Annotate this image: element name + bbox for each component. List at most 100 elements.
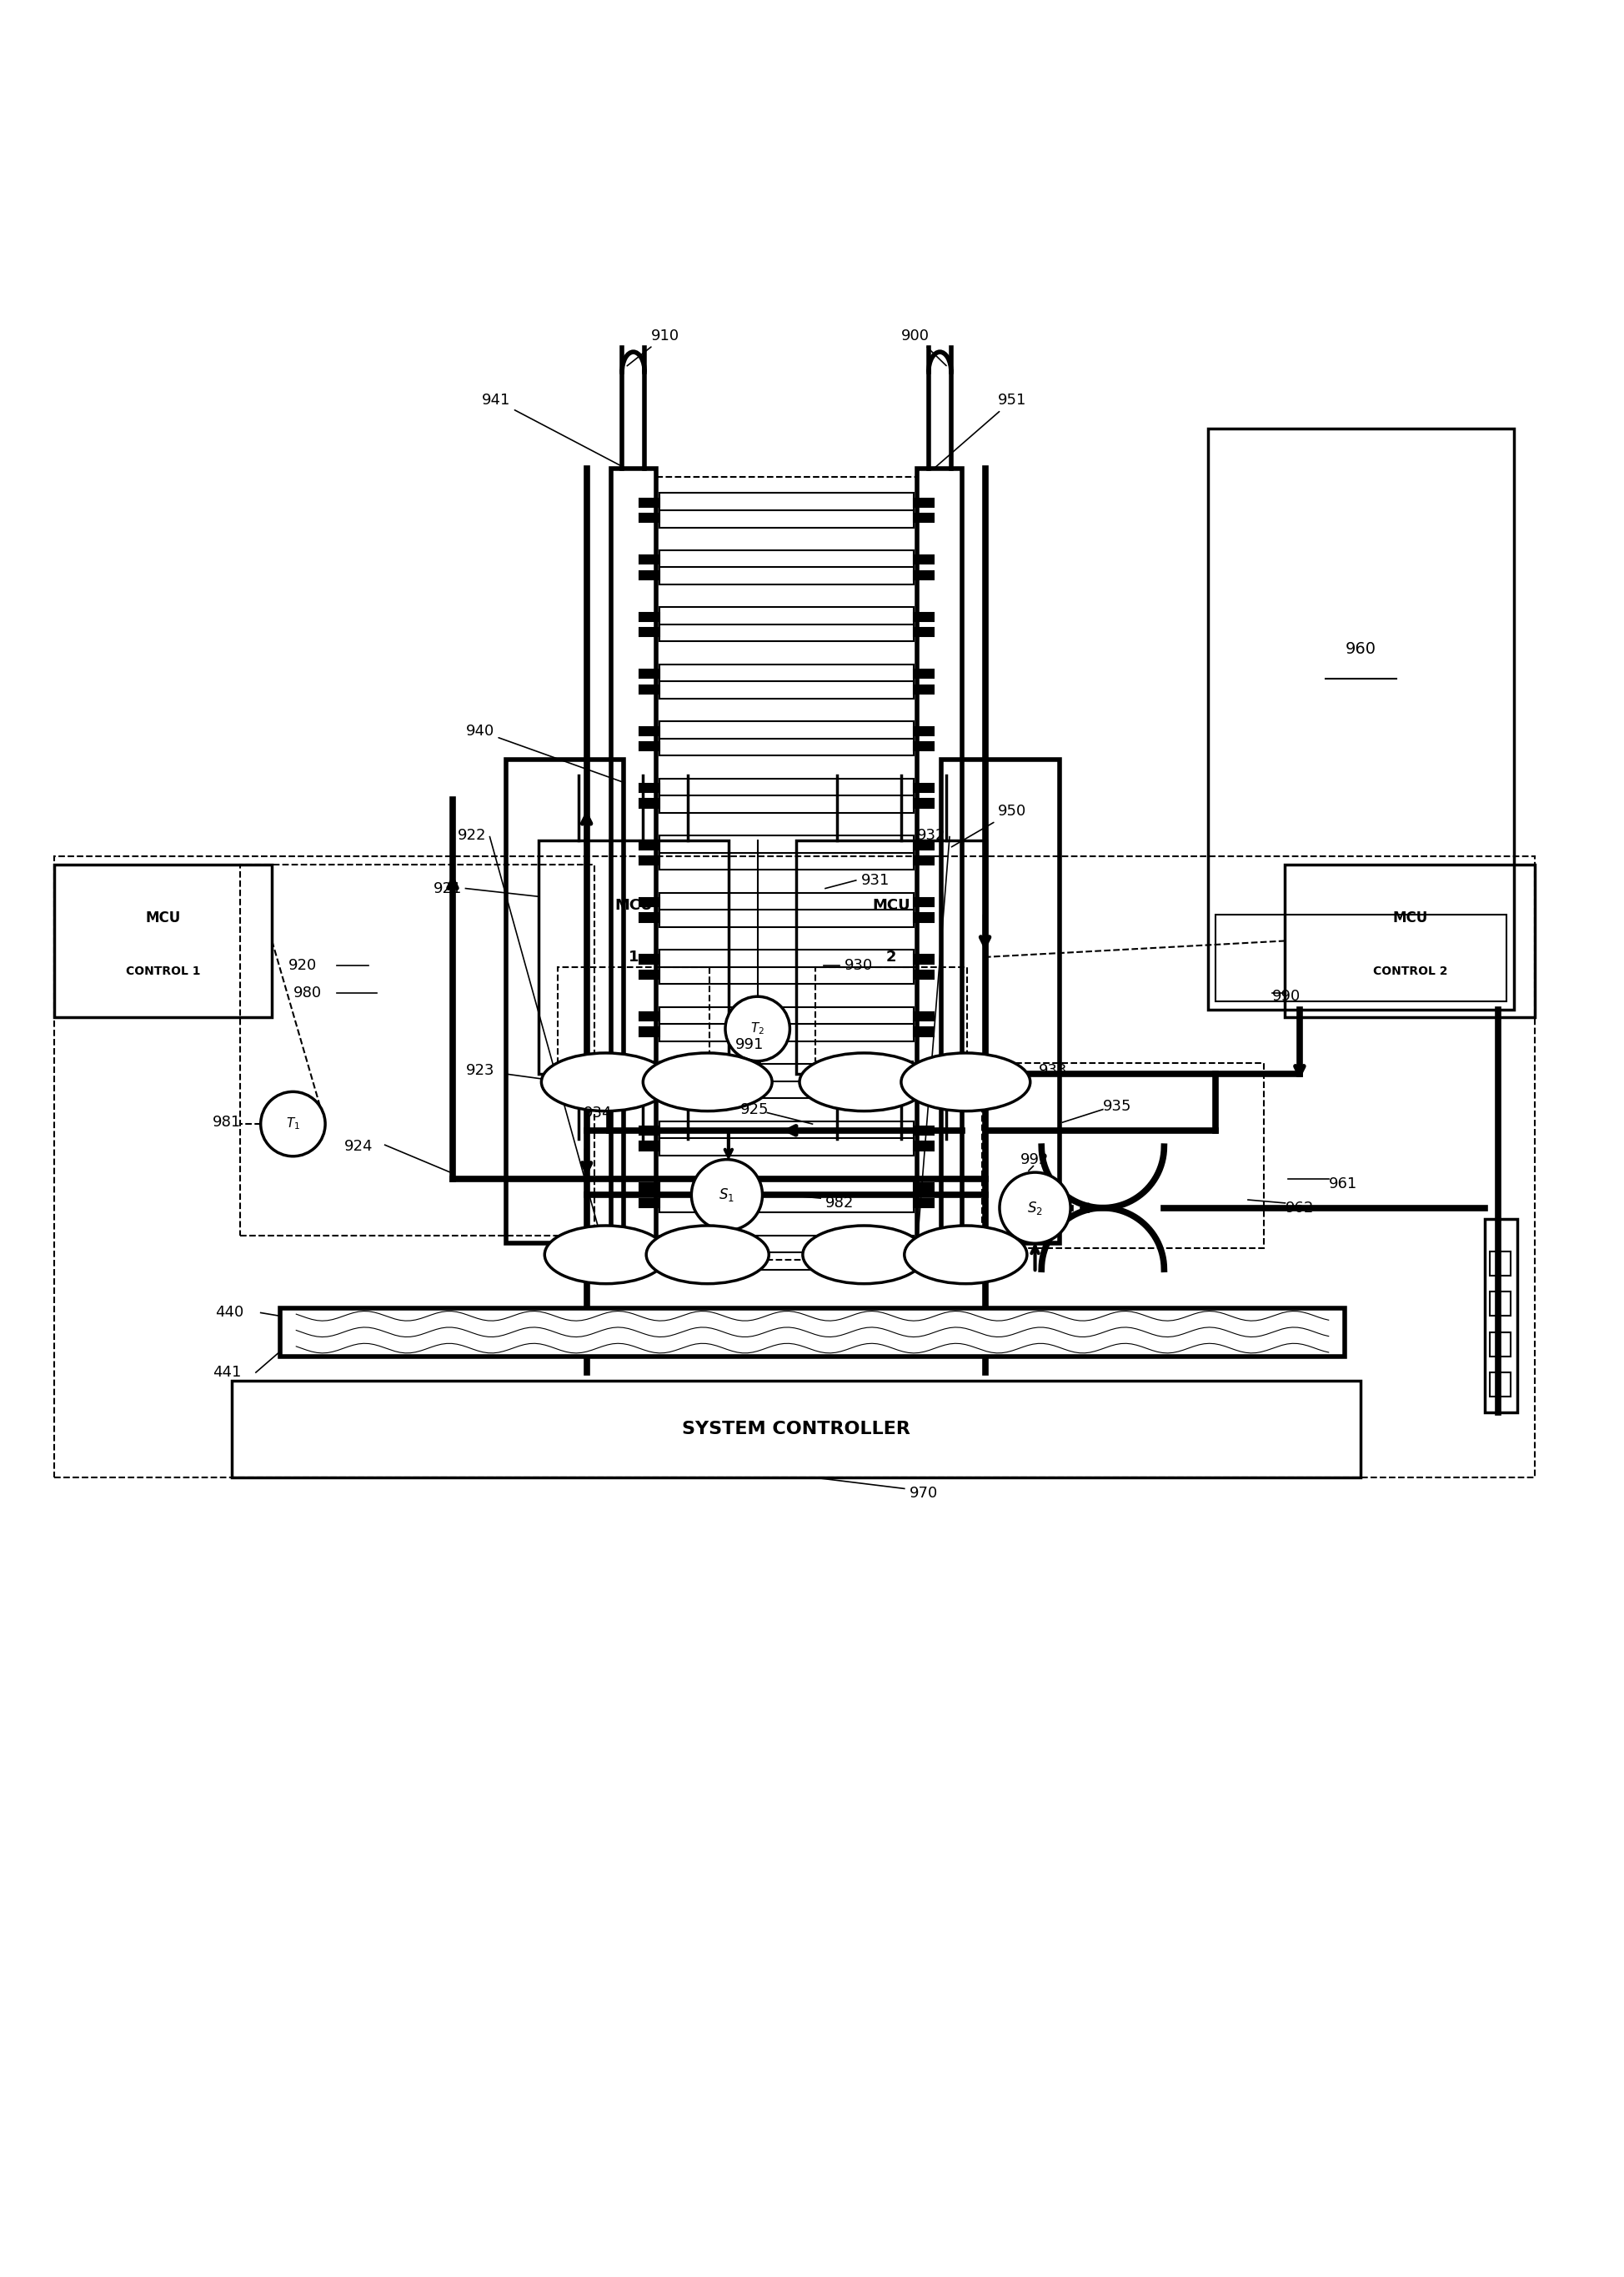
Text: 910: 910 [627, 328, 679, 367]
Text: 940: 940 [466, 724, 624, 783]
Text: 925: 925 [739, 1102, 768, 1118]
Text: 2: 2 [885, 950, 896, 965]
Bar [640, 556, 659, 565]
Text: 960: 960 [1345, 642, 1376, 658]
Bar [914, 783, 932, 792]
Bar [914, 572, 932, 578]
Bar [640, 669, 659, 679]
Text: 441: 441 [213, 1364, 240, 1380]
Bar [659, 1120, 914, 1154]
Text: 950: 950 [952, 804, 1026, 847]
Bar [659, 1006, 914, 1041]
Text: 962: 962 [1285, 1200, 1314, 1216]
Text: 924: 924 [344, 1138, 374, 1154]
Bar [640, 783, 659, 792]
Bar [640, 1141, 659, 1150]
Text: 440: 440 [216, 1305, 244, 1321]
Bar [659, 722, 914, 756]
Text: 932: 932 [918, 827, 945, 842]
Bar [640, 1241, 659, 1250]
Text: 922: 922 [458, 827, 486, 842]
Text: 961: 961 [1328, 1177, 1356, 1191]
Ellipse shape [802, 1225, 926, 1284]
Text: 980: 980 [292, 986, 322, 1002]
Bar [640, 628, 659, 638]
Text: 935: 935 [1103, 1100, 1130, 1113]
Bar [640, 1011, 659, 1020]
Bar [640, 1257, 659, 1264]
Text: 920: 920 [287, 959, 317, 972]
Bar [914, 628, 932, 638]
Bar [640, 799, 659, 808]
Bar [914, 515, 932, 521]
Bar [659, 779, 914, 813]
Bar [815, 968, 966, 1061]
Bar [1285, 865, 1535, 1018]
Text: 970: 970 [909, 1487, 937, 1501]
Text: $S_1$: $S_1$ [719, 1186, 734, 1202]
Text: MCU: MCU [1392, 911, 1427, 924]
Ellipse shape [544, 1225, 667, 1284]
Circle shape [260, 1091, 325, 1157]
Text: 930: 930 [844, 959, 872, 972]
Bar [1489, 1291, 1510, 1316]
Bar [640, 726, 659, 735]
Bar [659, 893, 914, 927]
Bar [659, 608, 914, 642]
Bar [659, 1236, 914, 1271]
Bar [640, 970, 659, 979]
Text: 934: 934 [583, 1104, 612, 1120]
Bar [914, 1141, 932, 1150]
Text: MCU: MCU [146, 911, 180, 924]
Bar [538, 840, 728, 1075]
Ellipse shape [541, 1052, 671, 1111]
Bar [1484, 1218, 1517, 1412]
Bar [659, 836, 914, 870]
Bar [640, 954, 659, 963]
Bar [640, 1084, 659, 1093]
Text: 931: 931 [861, 872, 888, 888]
Bar [659, 665, 914, 699]
Circle shape [999, 1173, 1070, 1243]
Bar [914, 742, 932, 751]
Bar [640, 1027, 659, 1036]
Text: 900: 900 [901, 328, 945, 367]
Text: $T_1$: $T_1$ [286, 1116, 300, 1132]
Bar [640, 1070, 659, 1077]
Bar [914, 799, 932, 808]
Ellipse shape [799, 1052, 927, 1111]
Bar [505, 758, 624, 1243]
Bar [640, 499, 659, 508]
Bar [656, 476, 918, 1259]
Bar [914, 1027, 932, 1036]
Text: 921: 921 [434, 881, 461, 895]
Circle shape [724, 997, 789, 1061]
Bar [914, 856, 932, 865]
Text: 991: 991 [734, 1038, 763, 1052]
Bar [640, 1184, 659, 1191]
Bar [659, 1177, 914, 1211]
Bar [279, 1307, 1345, 1357]
Bar [54, 856, 1535, 1478]
Bar [640, 1127, 659, 1134]
Text: MCU: MCU [614, 897, 651, 913]
Bar [914, 1198, 932, 1207]
Bar [914, 1257, 932, 1264]
Bar [918, 469, 961, 1259]
Bar [914, 685, 932, 694]
Bar [640, 913, 659, 922]
Bar [640, 856, 659, 865]
Bar [914, 1084, 932, 1093]
Bar [914, 1011, 932, 1020]
Ellipse shape [905, 1225, 1026, 1284]
Bar [940, 758, 1059, 1243]
Text: SYSTEM CONTROLLER: SYSTEM CONTROLLER [682, 1421, 909, 1437]
Text: MCU: MCU [872, 897, 909, 913]
Bar [1489, 1373, 1510, 1396]
Bar [1215, 915, 1505, 1002]
Bar [1489, 1332, 1510, 1357]
Bar [914, 556, 932, 565]
Bar [914, 669, 932, 679]
Bar [640, 572, 659, 578]
Ellipse shape [643, 1052, 771, 1111]
